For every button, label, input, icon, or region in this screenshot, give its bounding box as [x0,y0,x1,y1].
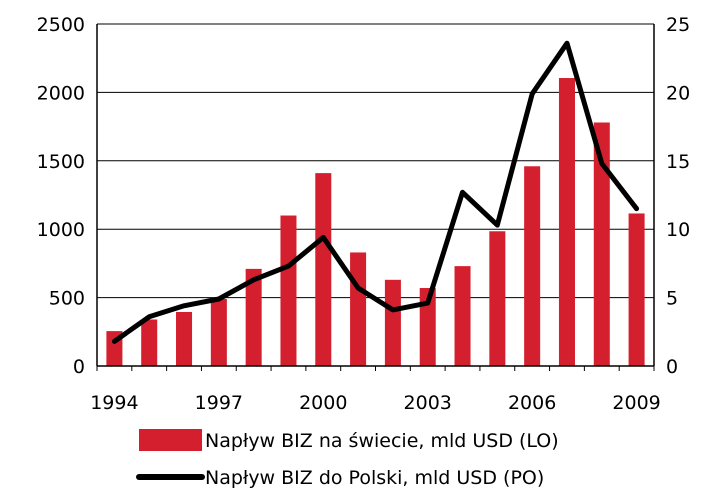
bar-2004 [454,266,471,366]
axes [96,24,655,371]
bar-1996 [176,311,193,366]
right-tick-label: 15 [666,151,690,173]
line-series-poland-fdi [111,40,640,344]
bar-2008 [593,122,610,366]
bar-1998 [245,268,262,366]
x-tick-label: 2006 [508,392,556,414]
bar-2007 [558,78,575,366]
bar-2005 [489,231,506,366]
left-tick-label: 2500 [37,14,85,36]
left-tick-label: 1500 [37,151,85,173]
right-tick-label: 0 [666,356,678,378]
legend: Napływ BIZ na świecie, mld USD (LO) Napł… [136,429,559,489]
x-tick-label: 2009 [612,392,660,414]
bar-2009 [628,213,645,366]
bar-2002 [384,279,401,366]
x-tick-label: 2000 [299,392,347,414]
left-tick-label: 0 [73,356,85,378]
legend-swatch-bar [139,429,202,451]
right-tick-label: 10 [666,219,690,241]
legend-label-bar: Napływ BIZ na świecie, mld USD (LO) [205,430,559,452]
bar-1997 [210,298,227,366]
left-tick-label: 500 [49,288,85,310]
x-tick-label: 1994 [90,392,138,414]
bar-series-world-fdi [106,78,645,366]
right-tick-label: 5 [666,288,678,310]
left-tick-label: 1000 [37,219,85,241]
bar-2001 [350,252,367,366]
left-tick-label: 2000 [37,82,85,104]
bar-2003 [419,288,436,366]
poland-fdi-line [111,40,640,344]
legend-label-line: Napływ BIZ do Polski, mld USD (PO) [205,467,544,489]
right-tick-label: 25 [666,14,690,36]
right-tick-label: 20 [666,82,690,104]
x-tick-label: 2003 [404,392,452,414]
bar-1999 [280,215,297,366]
bar-2000 [315,173,332,366]
bar-1995 [141,319,158,366]
right-axis-ticks: 0 5 10 15 20 25 [666,14,690,378]
bar-2006 [524,166,541,366]
x-axis-ticks: 1994 1997 2000 2003 2006 2009 [90,392,661,414]
left-axis-ticks: 0 500 1000 1500 2000 2500 [37,14,85,378]
x-tick-label: 1997 [195,392,243,414]
